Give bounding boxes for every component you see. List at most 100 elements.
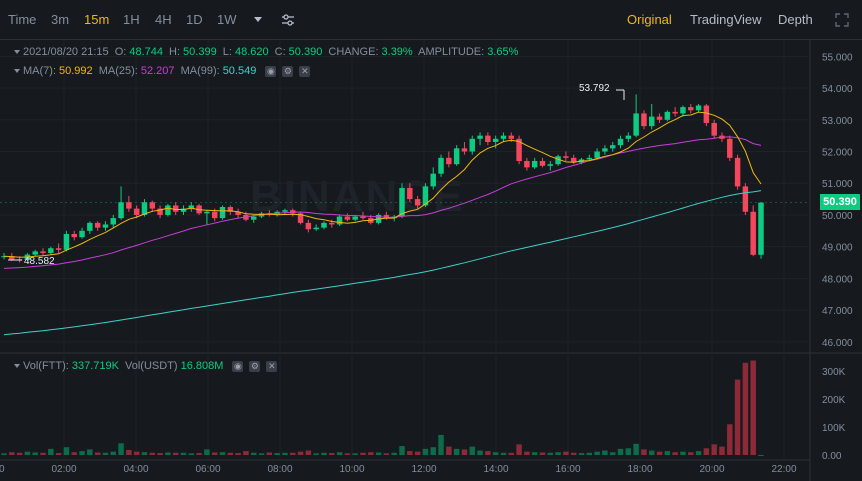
- interval-1w[interactable]: 1W: [217, 12, 237, 27]
- indicator-settings-icon[interactable]: ⚙: [282, 65, 294, 77]
- volume-bar: [446, 446, 452, 455]
- candle-body: [383, 214, 390, 219]
- volume-bar: [649, 450, 655, 455]
- candle-body: [461, 148, 468, 152]
- candle-body: [492, 138, 499, 142]
- candle-body: [251, 216, 257, 220]
- open-label: O:: [114, 46, 127, 58]
- candle-body: [141, 202, 148, 215]
- candle-body: [602, 148, 608, 152]
- candle-body: [305, 222, 312, 230]
- volume-bar: [321, 452, 327, 455]
- interval-15m[interactable]: 15m: [84, 12, 110, 27]
- interval-4h[interactable]: 4H: [155, 12, 172, 27]
- price-tick-label: 55.000: [822, 52, 853, 63]
- candle-body: [63, 233, 70, 250]
- chevron-down-icon[interactable]: [254, 17, 262, 22]
- volume-bar: [703, 448, 710, 455]
- volume-bar: [16, 452, 23, 455]
- candle-body: [688, 107, 694, 111]
- time-tick-label: 18:00: [627, 464, 652, 475]
- time-tick-label: 10:00: [339, 464, 364, 475]
- time-tick-label: 04:00: [123, 464, 148, 475]
- volume-bar: [555, 452, 561, 455]
- candle-body: [469, 138, 475, 152]
- volume-bar: [211, 452, 218, 455]
- close-value: 50.390: [288, 46, 323, 58]
- candle-body: [742, 186, 749, 212]
- indicator-settings-icon[interactable]: ⚙: [249, 360, 261, 372]
- volume-bar: [422, 448, 429, 455]
- candle-body: [430, 173, 436, 187]
- hide-indicator-icon[interactable]: ◉: [265, 65, 277, 77]
- price-tick-label: 48.000: [822, 274, 853, 285]
- collapse-arrow-icon[interactable]: [14, 50, 20, 55]
- volume-bar: [368, 452, 374, 455]
- volume-bar: [617, 448, 624, 455]
- view-original-tab[interactable]: Original: [627, 12, 672, 27]
- interval-3m[interactable]: 3m: [51, 12, 70, 27]
- legend-date: 2021/08/20 21:15: [23, 46, 109, 58]
- collapse-arrow-icon[interactable]: [14, 69, 20, 74]
- remove-indicator-icon[interactable]: ✕: [266, 360, 278, 372]
- volume-bar: [141, 452, 148, 455]
- volume-bar: [407, 451, 413, 455]
- candle-body: [336, 216, 343, 225]
- interval-1h[interactable]: 1H: [123, 12, 140, 27]
- candle-body: [727, 138, 733, 158]
- volume-bar: [94, 452, 101, 455]
- time-tick-label: 20:00: [699, 464, 724, 475]
- low-value: 48.620: [234, 46, 269, 58]
- volume-bar: [438, 434, 444, 455]
- view-tradingview-tab[interactable]: TradingView: [690, 12, 762, 27]
- candle-body: [641, 113, 647, 127]
- candle-body: [149, 202, 156, 209]
- view-depth-tab[interactable]: Depth: [778, 12, 813, 27]
- hide-indicator-icon[interactable]: ◉: [232, 360, 244, 372]
- close-label: C:: [274, 46, 286, 58]
- candle-body: [188, 205, 195, 209]
- price-tick-label: 54.000: [822, 84, 853, 95]
- volume-bar: [219, 452, 226, 455]
- volume-bar: [282, 452, 288, 455]
- volume-bar: [461, 449, 468, 455]
- volume-bar: [102, 452, 109, 455]
- volume-bar: [133, 451, 140, 455]
- interval-1d[interactable]: 1D: [186, 12, 203, 27]
- settings-sliders-icon[interactable]: [281, 13, 295, 27]
- collapse-arrow-icon[interactable]: [14, 364, 20, 369]
- candle-body: [32, 251, 38, 255]
- candle-body: [321, 222, 327, 228]
- volume-bar: [477, 450, 483, 455]
- volume-bar: [453, 448, 460, 455]
- volume-bar: [227, 452, 234, 455]
- volume-bar: [469, 446, 475, 455]
- volume-bar: [602, 450, 608, 455]
- candle-body: [734, 157, 741, 187]
- remove-indicator-icon[interactable]: ✕: [299, 65, 311, 77]
- candle-body: [352, 216, 358, 220]
- candlestick-chart[interactable]: 55.000 54.000 53.000 52.000 51.000 50.000 49.0…: [0, 40, 862, 481]
- volume-bar: [695, 451, 702, 455]
- candle-body: [313, 227, 319, 230]
- ohlc-legend: 2021/08/20 21:15 O: 48.744 H: 50.399 L: 48.…: [14, 46, 521, 59]
- volume-bar: [625, 448, 632, 455]
- volume-bar: [664, 451, 671, 455]
- candle-body: [211, 211, 218, 219]
- open-value: 48.744: [129, 46, 163, 58]
- volume-bar: [750, 360, 756, 455]
- candle-body: [703, 105, 710, 123]
- high-marker-label: 53.792: [579, 83, 610, 94]
- volume-bar: [563, 451, 569, 455]
- volume-bar: [758, 455, 764, 456]
- candle-body: [9, 256, 15, 260]
- candle-body: [649, 116, 655, 127]
- volume-bar: [344, 453, 351, 455]
- volume-bar: [375, 452, 382, 455]
- price-tick-label: 52.000: [822, 148, 853, 159]
- interval-time[interactable]: Time: [8, 12, 37, 27]
- high-label: H:: [169, 46, 181, 58]
- expand-icon[interactable]: [834, 12, 850, 28]
- volume-bar: [399, 446, 405, 455]
- candle-body: [133, 208, 140, 215]
